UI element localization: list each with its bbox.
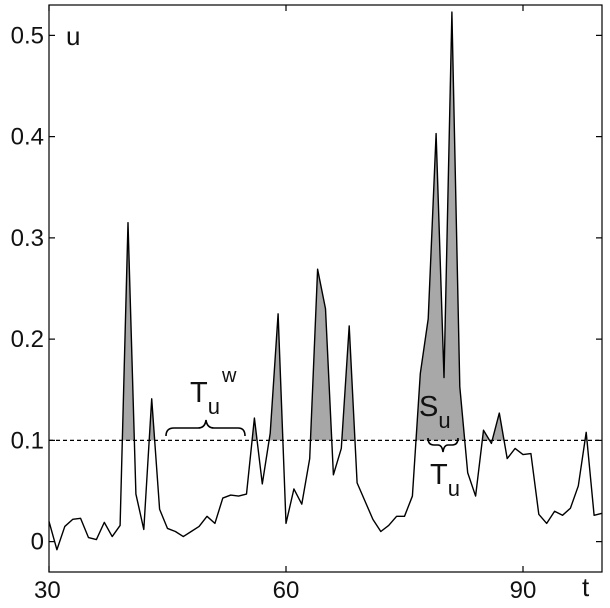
y-tick-label: 0.5 bbox=[11, 22, 44, 49]
tu-label-main: T bbox=[430, 459, 448, 491]
tuw-brace bbox=[165, 419, 246, 437]
x-tick-label: 90 bbox=[510, 577, 537, 604]
y-tick-label: 0 bbox=[31, 529, 44, 556]
exceedance-area bbox=[492, 413, 505, 441]
tu-brace bbox=[427, 437, 459, 453]
exceedance-area bbox=[341, 325, 355, 441]
tuw-label: Tuw bbox=[190, 365, 237, 419]
tuw-label-sup: w bbox=[221, 365, 237, 387]
series-line bbox=[48, 11, 603, 551]
above-threshold-fills bbox=[122, 12, 587, 441]
exceedance-area bbox=[122, 222, 135, 441]
exceedance-area bbox=[415, 12, 465, 441]
x-tick-label: 60 bbox=[273, 577, 300, 604]
x-tick-label: 30 bbox=[34, 577, 61, 604]
tu-label-sub: u bbox=[448, 476, 460, 501]
y-tick-label: 0.3 bbox=[11, 225, 44, 252]
y-tick-label: 0.2 bbox=[11, 326, 44, 353]
tuw-label-main: T bbox=[190, 377, 208, 409]
exceedance-area bbox=[269, 313, 283, 441]
axis-ticks: 0 0.1 0.2 0.3 0.4 0.5 30 60 90 bbox=[11, 5, 602, 604]
y-tick-label: 0.1 bbox=[11, 427, 44, 454]
su-label-main: S bbox=[419, 391, 438, 423]
exceedance-area bbox=[310, 269, 332, 441]
y-tick-label: 0.4 bbox=[11, 124, 44, 151]
tuw-label-sub: u bbox=[208, 394, 220, 419]
tu-label: Tu bbox=[430, 459, 460, 501]
su-label: Su bbox=[419, 391, 451, 433]
plot-frame bbox=[48, 4, 603, 573]
x-axis-label: t bbox=[582, 572, 590, 602]
su-label-sub: u bbox=[438, 408, 450, 433]
y-axis-label: u bbox=[66, 21, 80, 51]
